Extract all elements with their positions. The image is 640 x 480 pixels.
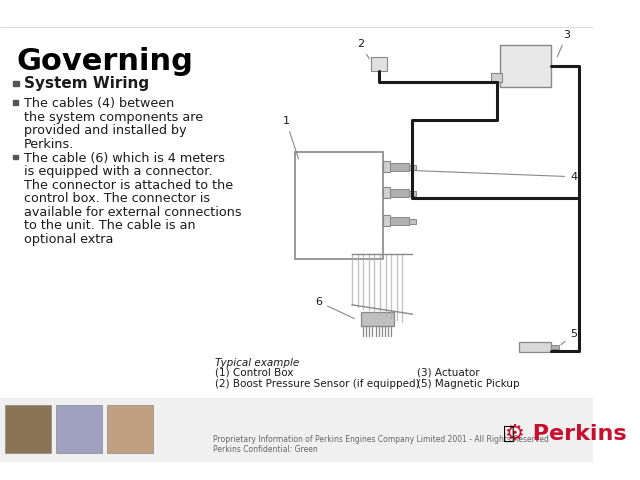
Bar <box>552 345 559 349</box>
Text: optional extra: optional extra <box>24 233 113 246</box>
Text: (3) Actuator: (3) Actuator <box>417 368 479 378</box>
Text: is equipped with a connector.: is equipped with a connector. <box>24 166 212 179</box>
Bar <box>500 46 552 87</box>
Bar <box>390 163 409 171</box>
Bar <box>13 81 19 86</box>
Text: 4: 4 <box>415 170 577 182</box>
Text: 6: 6 <box>315 297 355 319</box>
Bar <box>371 57 387 72</box>
Text: 1: 1 <box>283 116 298 158</box>
Bar <box>409 219 416 224</box>
Bar <box>383 161 390 172</box>
Bar <box>0 397 593 462</box>
Bar <box>409 191 416 196</box>
Text: the system components are: the system components are <box>24 111 204 124</box>
Text: (2) Boost Pressure Sensor (if equipped): (2) Boost Pressure Sensor (if equipped) <box>215 379 420 389</box>
Text: available for external connections: available for external connections <box>24 206 242 219</box>
Text: to the unit. The cable is an: to the unit. The cable is an <box>24 219 196 232</box>
Text: 🔶: 🔶 <box>503 423 515 443</box>
Text: Governing: Governing <box>17 47 193 76</box>
Text: 2: 2 <box>357 39 369 59</box>
Bar <box>390 189 409 197</box>
Text: Proprietary Information of Perkins Engines Company Limited 2001 - All Rights Res: Proprietary Information of Perkins Engin… <box>213 434 549 454</box>
Text: Perkins.: Perkins. <box>24 138 74 151</box>
Text: System Wiring: System Wiring <box>24 76 149 91</box>
Bar <box>519 342 552 352</box>
Text: The cable (6) which is 4 meters: The cable (6) which is 4 meters <box>24 152 225 165</box>
Text: (5) Magnetic Pickup: (5) Magnetic Pickup <box>417 379 520 389</box>
Text: provided and installed by: provided and installed by <box>24 124 187 137</box>
Text: Typical example: Typical example <box>215 358 300 368</box>
Bar <box>383 187 390 198</box>
Bar <box>13 155 18 159</box>
Bar <box>56 405 102 453</box>
Text: ⚙ Perkins: ⚙ Perkins <box>505 423 627 444</box>
Text: (1) Control Box: (1) Control Box <box>215 368 293 378</box>
Text: The connector is attached to the: The connector is attached to the <box>24 179 233 192</box>
Bar <box>294 152 383 259</box>
Bar <box>13 100 18 105</box>
Bar <box>4 405 51 453</box>
Bar <box>409 165 416 170</box>
Text: 3: 3 <box>557 30 570 57</box>
Bar <box>107 405 153 453</box>
Bar <box>390 217 409 225</box>
Bar <box>383 215 390 226</box>
Bar <box>362 312 394 326</box>
Bar <box>491 73 502 83</box>
Text: control box. The connector is: control box. The connector is <box>24 192 210 205</box>
Text: The cables (4) between: The cables (4) between <box>24 97 174 110</box>
Text: 5: 5 <box>561 329 577 345</box>
